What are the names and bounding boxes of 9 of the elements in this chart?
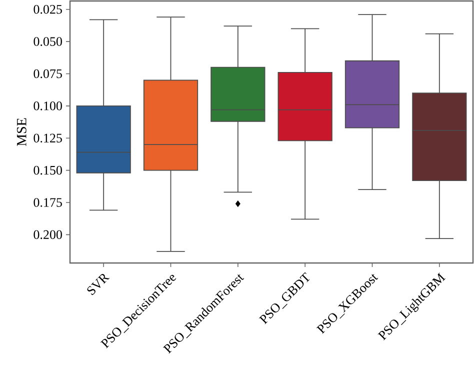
y-tick-label: 0.200 (34, 230, 62, 240)
y-tick-label: 0.150 (34, 166, 62, 175)
y-tick-label: 0.125 (34, 134, 62, 143)
y-tick-label: 0.025 (34, 4, 62, 14)
y-tick-label: 0.100 (34, 102, 62, 110)
y-tick-label: 0.075 (34, 69, 62, 78)
y-tick-label: 0.175 (34, 198, 62, 207)
y-axis-title: MSE (16, 118, 26, 146)
y-tick-label: 0.050 (34, 37, 62, 46)
